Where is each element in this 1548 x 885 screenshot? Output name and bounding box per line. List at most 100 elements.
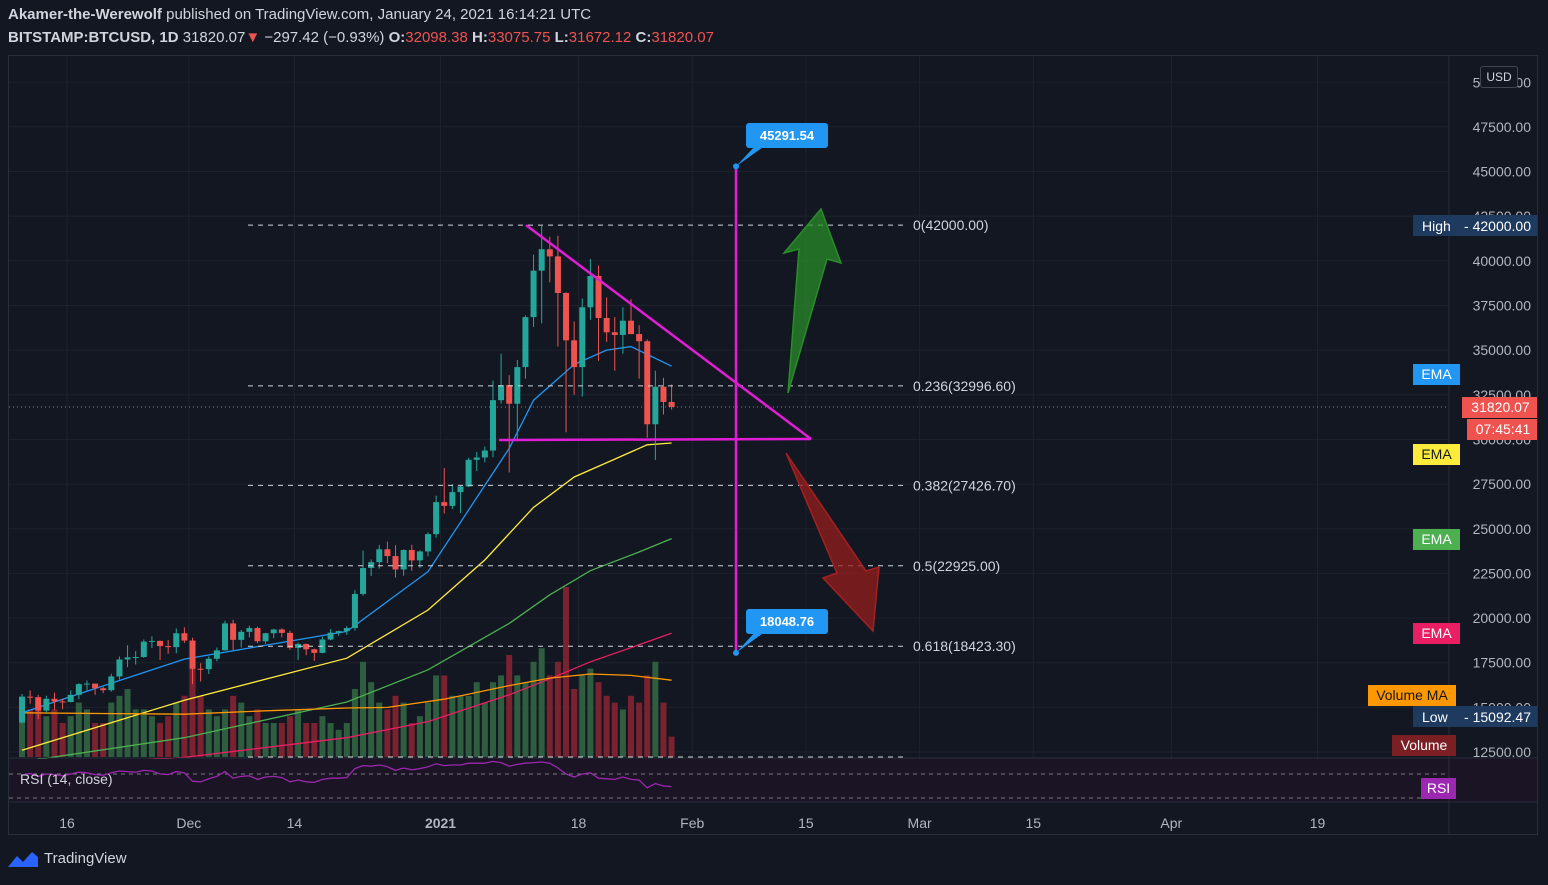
currency-button[interactable]: USD [1480, 66, 1518, 88]
candle-body [238, 631, 245, 640]
candle-body [384, 549, 391, 557]
candle-body [205, 658, 212, 670]
ema-tag-yellow: EMA [1413, 444, 1460, 465]
axis-tag-text: Volume MA [1376, 687, 1448, 703]
axis-tag-box [1421, 778, 1456, 799]
volume-tag: Volume [1392, 735, 1456, 756]
candle-body [165, 646, 172, 648]
price-tick-label: 40000.00 [1473, 253, 1532, 269]
current-price-tag: 31820.07 [1462, 397, 1539, 418]
lower-target-callout: 18048.76 [736, 609, 828, 653]
candle-body [554, 256, 561, 293]
time-tick-label: Feb [680, 815, 704, 831]
candles [19, 226, 675, 724]
ema-yellow-line [21, 442, 672, 751]
candle-body [189, 640, 196, 669]
candle-body [668, 401, 675, 407]
callout-box [746, 609, 828, 634]
candle-body [132, 656, 139, 658]
candle-body [83, 683, 90, 685]
descending-trendline [525, 224, 812, 440]
candle-body [465, 459, 472, 487]
candle-body [19, 696, 25, 723]
callout-label: 18048.76 [760, 614, 814, 629]
fib-level-label: 0.5(22925.00) [913, 558, 1000, 574]
callout-pointer [736, 145, 766, 167]
volume-bar [473, 682, 480, 757]
candle-body [108, 676, 115, 691]
candle-body [181, 633, 188, 641]
price-tick-label: 22500.00 [1473, 565, 1532, 581]
candle-body [230, 623, 237, 640]
volume-bar [619, 709, 626, 757]
volume-bar [546, 675, 553, 757]
volume-bar [611, 702, 618, 757]
volume-ma-line [21, 673, 672, 715]
volume-bar [124, 689, 131, 757]
volume-bar [416, 716, 423, 757]
candle-body [498, 384, 505, 401]
grid [9, 56, 1449, 798]
time-tick-label: 15 [798, 815, 814, 831]
candle-body [335, 631, 342, 633]
volume-bar [246, 716, 253, 757]
time-tick-label: Dec [176, 815, 201, 831]
candle-body [67, 694, 74, 702]
fib-level-label: 0.236(32996.60) [913, 378, 1016, 394]
candle-body [636, 334, 643, 342]
axis-tag-text: EMA [1421, 531, 1452, 547]
volume-bar [238, 702, 245, 757]
candle-body [278, 629, 285, 633]
volume-bar [506, 655, 513, 757]
chart-panel[interactable]: 0(42000.00) 0.236(32996.60) 0.382(27426.70… [8, 55, 1539, 835]
volume-bar [425, 702, 431, 757]
volume-bar [51, 709, 58, 757]
axis-tag-box [1467, 419, 1539, 440]
candle-body [262, 633, 269, 642]
volume-bar [222, 709, 228, 757]
volume-bar [27, 709, 34, 757]
candle-body [303, 643, 310, 650]
candle-body [441, 502, 448, 506]
candle-body [457, 486, 464, 493]
time-tick-label: 15 [1025, 815, 1041, 831]
footer: TradingView [8, 850, 127, 867]
volume-bar [75, 702, 82, 757]
symbol-label: BITSTAMP:BTCUSD, 1D [8, 29, 179, 46]
time-tick-label: Mar [908, 815, 932, 831]
candle-body [327, 632, 334, 640]
volume-bar [514, 675, 521, 757]
volume-bar [173, 702, 180, 757]
ema-blue-line [21, 345, 672, 714]
volume-bar [189, 661, 196, 757]
chart-svg[interactable]: 0(42000.00) 0.236(32996.60) 0.382(27426.70… [9, 56, 1539, 834]
time-tick-label: 16 [59, 815, 75, 831]
candle-body [197, 668, 204, 670]
price-tick-label: 27500.00 [1473, 476, 1532, 492]
low-tag-value: - 15092.47 [1464, 709, 1531, 725]
candle-body [376, 549, 383, 563]
volume-bar [449, 695, 456, 757]
volume-bar [319, 716, 326, 757]
volume-bar [43, 716, 50, 757]
tradingview-logo-icon [8, 851, 38, 867]
volume-bar [530, 661, 537, 757]
rsi-background [9, 759, 1537, 801]
footer-brand: TradingView [44, 850, 127, 867]
volume-bar [481, 702, 488, 757]
volume-bar [100, 723, 107, 757]
volume-bar [83, 709, 90, 757]
up-arrow [781, 207, 843, 394]
candle-body [75, 684, 82, 695]
volume-bar [498, 675, 505, 757]
candle-body [595, 276, 602, 319]
time-tick-label: 18 [571, 815, 587, 831]
author-name: Akamer-the-Werewolf [8, 6, 162, 23]
volume-bar [197, 695, 204, 757]
axis-tag-box [1413, 444, 1460, 465]
candle-body [587, 276, 594, 308]
volume-bar [132, 709, 139, 757]
axis-tag-text: 07:45:41 [1476, 421, 1531, 437]
callout-label: 45291.54 [760, 128, 815, 143]
volume-bar [579, 675, 586, 757]
